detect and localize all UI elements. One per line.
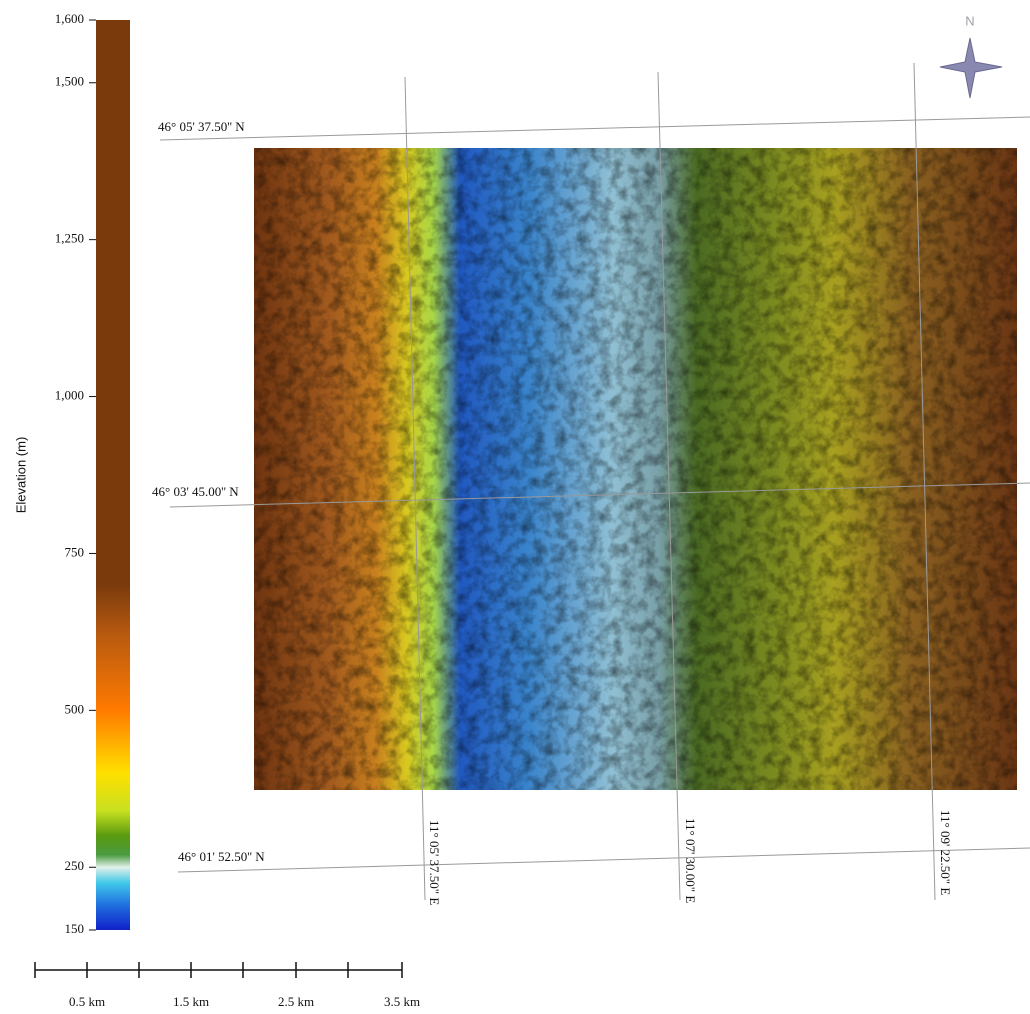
colorbar-tick-label: 1,600 [55,11,84,26]
scale-bar-label: 0.5 km [69,994,105,1009]
colorbar: Elevation (m) 1,600 1,500 1,250 1,000 750 500… [13,11,130,936]
compass-rose [940,38,1002,98]
elevation-map [254,148,1017,790]
scale-bar [35,962,402,978]
latitude-label: 46° 01' 52.50'' N [178,849,265,864]
colorbar-tick-label: 1,000 [55,388,84,403]
colorbar-tick-label: 750 [65,544,85,559]
colorbar-tick-label: 500 [65,701,85,716]
colorbar-tick-label: 1,250 [55,231,84,246]
scale-bar-label: 3.5 km [384,994,420,1009]
compass-north: N [965,13,974,28]
colorbar-tick-label: 150 [65,921,85,936]
longitude-label: 11° 09' 22.50" E [938,810,953,895]
colorbar-tick-label: 1,500 [55,74,84,89]
longitude-label: 11° 05' 37.50" E [427,820,442,905]
scale-bar-label: 2.5 km [278,994,314,1009]
colorbar-tick-label: 250 [65,858,85,873]
latitude-label: 46° 03' 45.00'' N [152,484,239,499]
latitude-label: 46° 05' 37.50'' N [158,119,245,134]
colorbar-title: Elevation (m) [13,437,28,514]
longitude-label: 11° 07' 30.00" E [683,818,698,903]
latitude-line [160,117,1030,140]
latitude-line [178,848,1030,872]
compass: N [940,13,1002,98]
scale-bar-label: 1.5 km [173,994,209,1009]
map-figure: 46° 05' 37.50'' N 46° 03' 45.00'' N 46° … [0,0,1030,1014]
hillshade [254,148,1017,790]
colorbar-gradient [96,20,130,930]
